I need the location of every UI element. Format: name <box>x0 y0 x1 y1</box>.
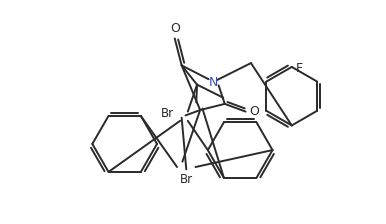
Text: O: O <box>249 105 259 118</box>
Text: F: F <box>296 62 303 75</box>
Text: Br: Br <box>180 173 193 186</box>
Text: N: N <box>208 76 218 89</box>
Text: Br: Br <box>161 107 174 120</box>
Text: O: O <box>171 22 180 34</box>
